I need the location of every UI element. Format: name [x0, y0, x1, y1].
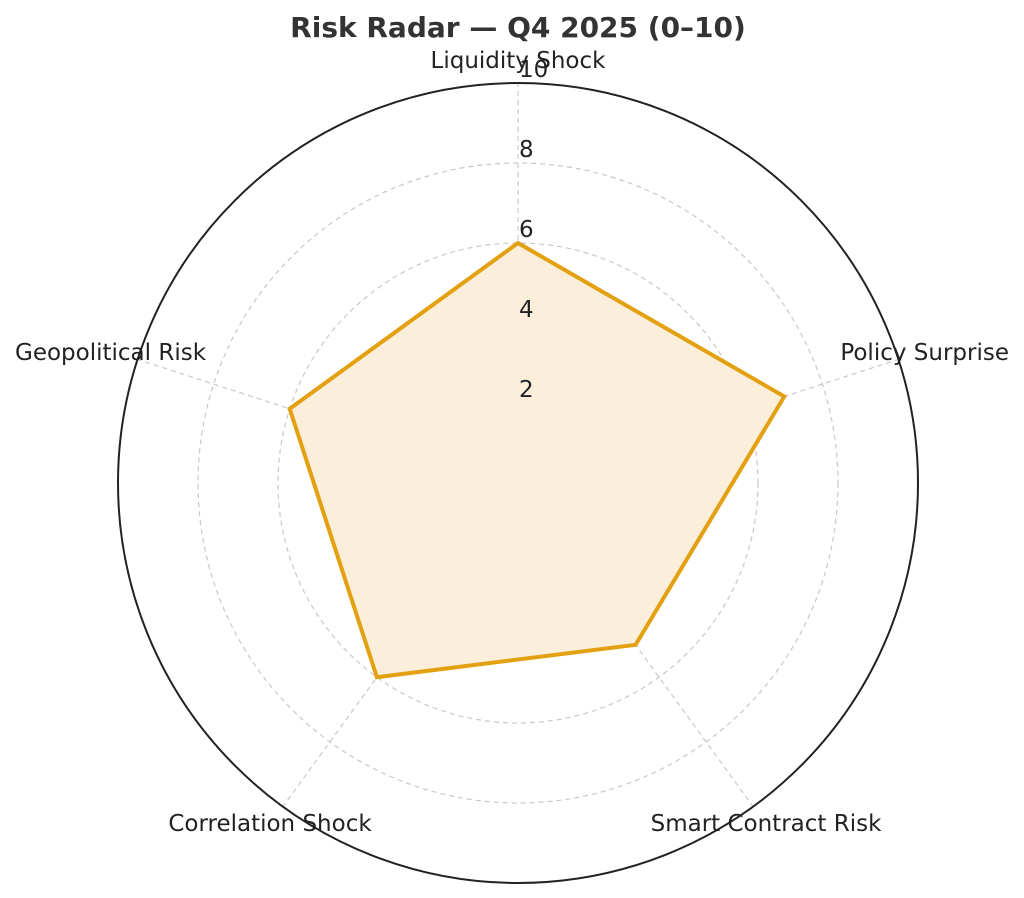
axis-label-layer: Liquidity Shock Policy Surprise Smart Cont… — [15, 48, 1009, 837]
r-tick-label-4: 4 — [519, 297, 534, 323]
chart-title: Risk Radar — Q4 2025 (0–10) — [290, 11, 746, 44]
outer-ring — [117, 82, 919, 884]
category-label-2: Smart Contract Risk — [651, 811, 882, 837]
r-tick-label-10: 10 — [519, 57, 548, 83]
category-label-1: Policy Surprise — [840, 340, 1009, 366]
r-tick-label-2: 2 — [519, 377, 534, 403]
category-label-0: Liquidity Shock — [431, 48, 607, 74]
series-polygon-0 — [287, 240, 788, 680]
series-layer — [287, 240, 788, 680]
grid-ring-6 — [277, 242, 759, 724]
r-tick-label-8: 8 — [519, 137, 534, 163]
category-label-3: Correlation Shock — [168, 811, 372, 837]
category-label-4: Geopolitical Risk — [15, 340, 207, 366]
tick-layer: 2 4 6 8 10 — [519, 57, 548, 403]
r-tick-label-6: 6 — [519, 217, 534, 243]
